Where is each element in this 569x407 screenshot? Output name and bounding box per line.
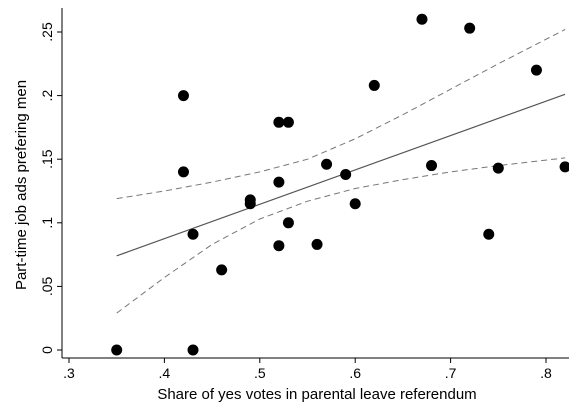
ci-lower-line (116, 157, 566, 314)
x-tick-label: .3 (63, 365, 75, 381)
y-tick-label: .05 (39, 276, 55, 296)
data-point (368, 79, 380, 91)
data-point (177, 166, 189, 178)
data-point (273, 176, 285, 188)
data-point (177, 90, 189, 102)
y-tick-label: .2 (39, 90, 55, 102)
data-point (244, 198, 256, 210)
x-tick-label: .6 (349, 365, 361, 381)
y-axis-title: Part-time job ads prefering men (13, 80, 30, 290)
data-point (216, 264, 228, 276)
data-point (349, 198, 361, 210)
data-point (530, 64, 542, 76)
data-point (416, 13, 428, 25)
data-point (273, 116, 285, 128)
data-point (111, 344, 123, 356)
axes: .3 .4 .5 .6 .7 .8 0 .05 .1 .15 .2 .25 (39, 8, 569, 381)
data-points (111, 13, 569, 356)
confidence-bands (116, 29, 566, 314)
x-tick-label: .8 (540, 365, 552, 381)
data-point (559, 161, 569, 173)
y-tick-label: .15 (39, 149, 55, 169)
ci-upper-line (116, 29, 566, 200)
y-tick-label: 0 (39, 346, 55, 354)
x-tick-label: .7 (445, 365, 457, 381)
data-point (282, 116, 294, 128)
x-tick-label: .4 (159, 365, 171, 381)
x-axis-title: Share of yes votes in parental leave ref… (157, 386, 476, 403)
data-point (426, 160, 438, 172)
x-tick-label: .5 (254, 365, 266, 381)
data-point (273, 240, 285, 252)
data-point (187, 228, 199, 240)
data-point (483, 228, 495, 240)
data-point (282, 217, 294, 229)
data-point (311, 238, 323, 250)
data-point (464, 22, 476, 34)
y-tick-label: .1 (39, 217, 55, 229)
data-point (321, 158, 333, 170)
data-point (340, 168, 352, 180)
data-point (492, 162, 504, 174)
data-point (187, 344, 199, 356)
y-tick-label: .25 (39, 22, 55, 42)
